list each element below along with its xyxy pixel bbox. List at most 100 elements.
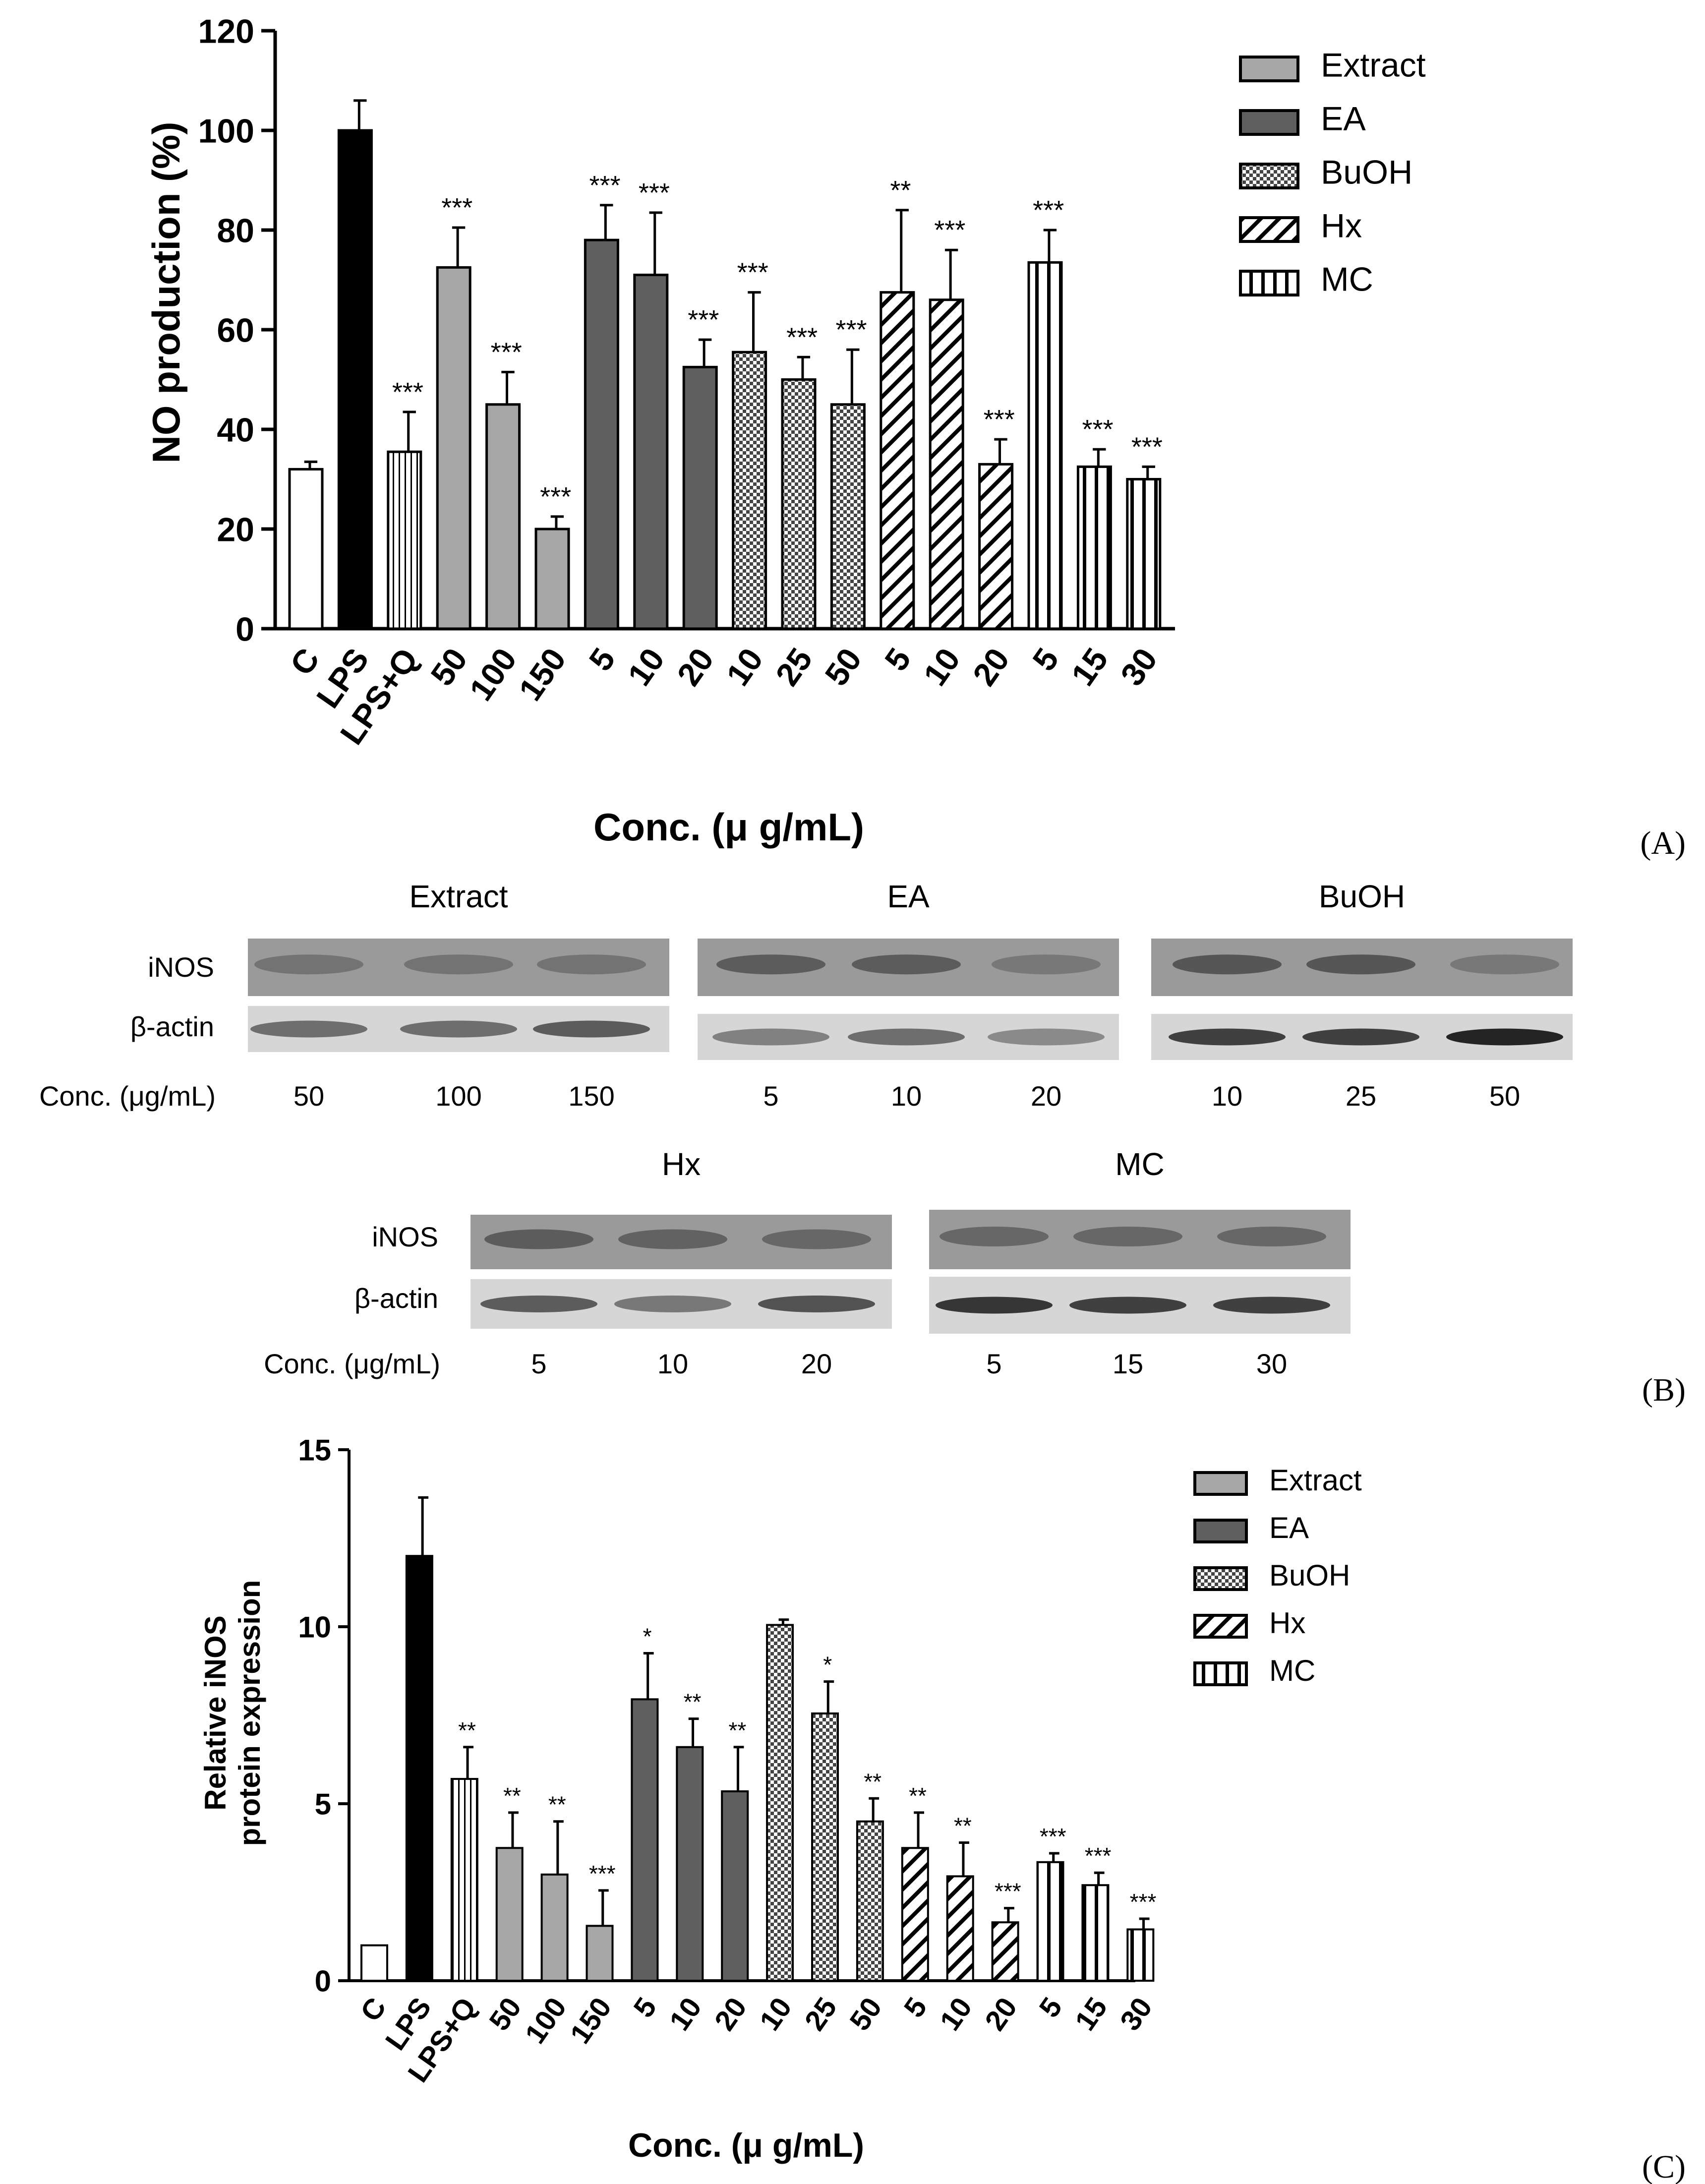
bar	[946, 1875, 974, 1982]
bar	[1081, 1884, 1110, 1982]
x-tick-label: 5	[582, 642, 622, 678]
lane-concentration: 20	[1031, 1080, 1061, 1112]
significance-label: ***	[1033, 195, 1064, 225]
lane-concentration: 100	[435, 1080, 481, 1112]
y-tick-label: 40	[217, 411, 254, 449]
blot-title: Extract	[409, 879, 508, 914]
inos-band	[1173, 954, 1282, 975]
significance-label: ***	[441, 193, 472, 223]
inos-band	[1306, 954, 1415, 975]
y-tick-label: 100	[198, 112, 254, 150]
significance-label: ***	[984, 405, 1015, 434]
bar	[586, 1925, 614, 1982]
panel-a-label: (A)	[1640, 825, 1686, 861]
y-axis-label: NO production (%)	[144, 122, 188, 464]
bar	[337, 129, 373, 630]
bar	[633, 273, 669, 630]
y-axis-label: protein expression	[233, 1580, 266, 1846]
actin-band	[936, 1297, 1053, 1314]
lane-concentration: 25	[1346, 1080, 1376, 1112]
x-tick-label: 20	[670, 642, 721, 693]
bar	[732, 351, 767, 630]
bar	[781, 378, 817, 630]
bar	[1036, 1861, 1064, 1982]
significance-label: ***	[737, 258, 768, 288]
lane-concentration: 10	[1212, 1080, 1242, 1112]
inos-band	[537, 954, 646, 975]
legend-entry: MC	[1269, 1654, 1315, 1687]
legend-swatch	[1193, 1614, 1248, 1639]
legend-entry: BuOH	[1321, 153, 1412, 191]
bar	[901, 1847, 929, 1982]
bar	[1076, 465, 1112, 630]
actin-band	[988, 1028, 1105, 1046]
significance-label: ***	[392, 377, 423, 407]
y-tick-label: 10	[298, 1611, 331, 1644]
lane-concentration: 5	[763, 1080, 778, 1112]
lane-concentration: 15	[1113, 1348, 1143, 1379]
legend-entry: MC	[1321, 260, 1373, 298]
row-label-inos: iNOS	[148, 951, 214, 983]
x-tick-label: 20	[965, 642, 1016, 693]
conc-label: Conc. (μg/mL)	[39, 1080, 216, 1112]
row-label-actin: β-actin	[354, 1283, 438, 1314]
significance-label: **	[728, 1717, 746, 1743]
bar	[534, 528, 570, 630]
x-tick-label: 5	[1033, 1992, 1068, 2023]
inos-band	[404, 954, 513, 975]
inos-band	[618, 1229, 727, 1249]
bar	[1027, 261, 1063, 630]
lane-concentration: 20	[801, 1348, 832, 1379]
x-tick-label: 10	[719, 642, 770, 693]
significance-label: ***	[995, 1879, 1021, 1904]
actin-band	[400, 1020, 517, 1038]
inos-band	[940, 1227, 1049, 1246]
bar	[811, 1712, 839, 1982]
chart-panel-a: 020406080100120CLPS***LPS+Q***50***100**…	[144, 12, 1426, 849]
x-tick-label: C	[354, 1992, 392, 2027]
x-tick-label: 5	[878, 642, 918, 678]
lane-concentration: 10	[891, 1080, 922, 1112]
inos-blot-strip	[929, 1210, 1351, 1269]
x-tick-label: 5	[627, 1992, 663, 2023]
x-axis-label: Conc. (μ g/mL)	[593, 805, 864, 849]
lane-concentration: 5	[531, 1348, 546, 1379]
lane-concentration: 50	[1489, 1080, 1520, 1112]
significance-label: ***	[639, 178, 670, 208]
significance-label: **	[548, 1792, 566, 1818]
x-axis-label: Conc. (μ g/mL)	[628, 2126, 864, 2164]
significance-label: **	[909, 1783, 927, 1809]
legend-swatch	[1239, 163, 1299, 189]
legend-swatch	[1239, 56, 1299, 82]
lane-concentration: 30	[1256, 1348, 1287, 1379]
actin-band	[614, 1296, 731, 1312]
lane-concentration: 150	[568, 1080, 614, 1112]
x-tick-label: 50	[818, 642, 869, 693]
inos-band	[762, 1229, 871, 1249]
x-tick-label: 150	[512, 642, 573, 708]
inos-band	[484, 1229, 593, 1249]
significance-label: ***	[1131, 432, 1163, 462]
bar	[978, 463, 1014, 630]
inos-blot-strip	[248, 939, 669, 996]
blot-title: EA	[887, 879, 930, 914]
significance-label: **	[503, 1783, 521, 1809]
significance-label: ***	[835, 315, 867, 345]
x-tick-label: 5	[898, 1992, 934, 2023]
actin-band	[848, 1028, 965, 1046]
bar	[485, 403, 521, 630]
blot-title: MC	[1115, 1146, 1165, 1182]
x-tick-label: 20	[708, 1992, 753, 2036]
bar	[288, 468, 324, 630]
inos-band	[852, 954, 961, 975]
legend-swatch	[1239, 270, 1299, 296]
y-tick-label: 15	[298, 1434, 331, 1467]
actin-band	[1213, 1297, 1330, 1314]
x-tick-label: 10	[753, 1992, 798, 2036]
blot-title: BuOH	[1319, 879, 1405, 914]
actin-band	[1069, 1297, 1186, 1314]
x-tick-label: 100	[462, 642, 524, 708]
significance-label: ***	[1082, 414, 1113, 444]
actin-band	[1302, 1028, 1419, 1046]
actin-band	[1169, 1028, 1286, 1046]
